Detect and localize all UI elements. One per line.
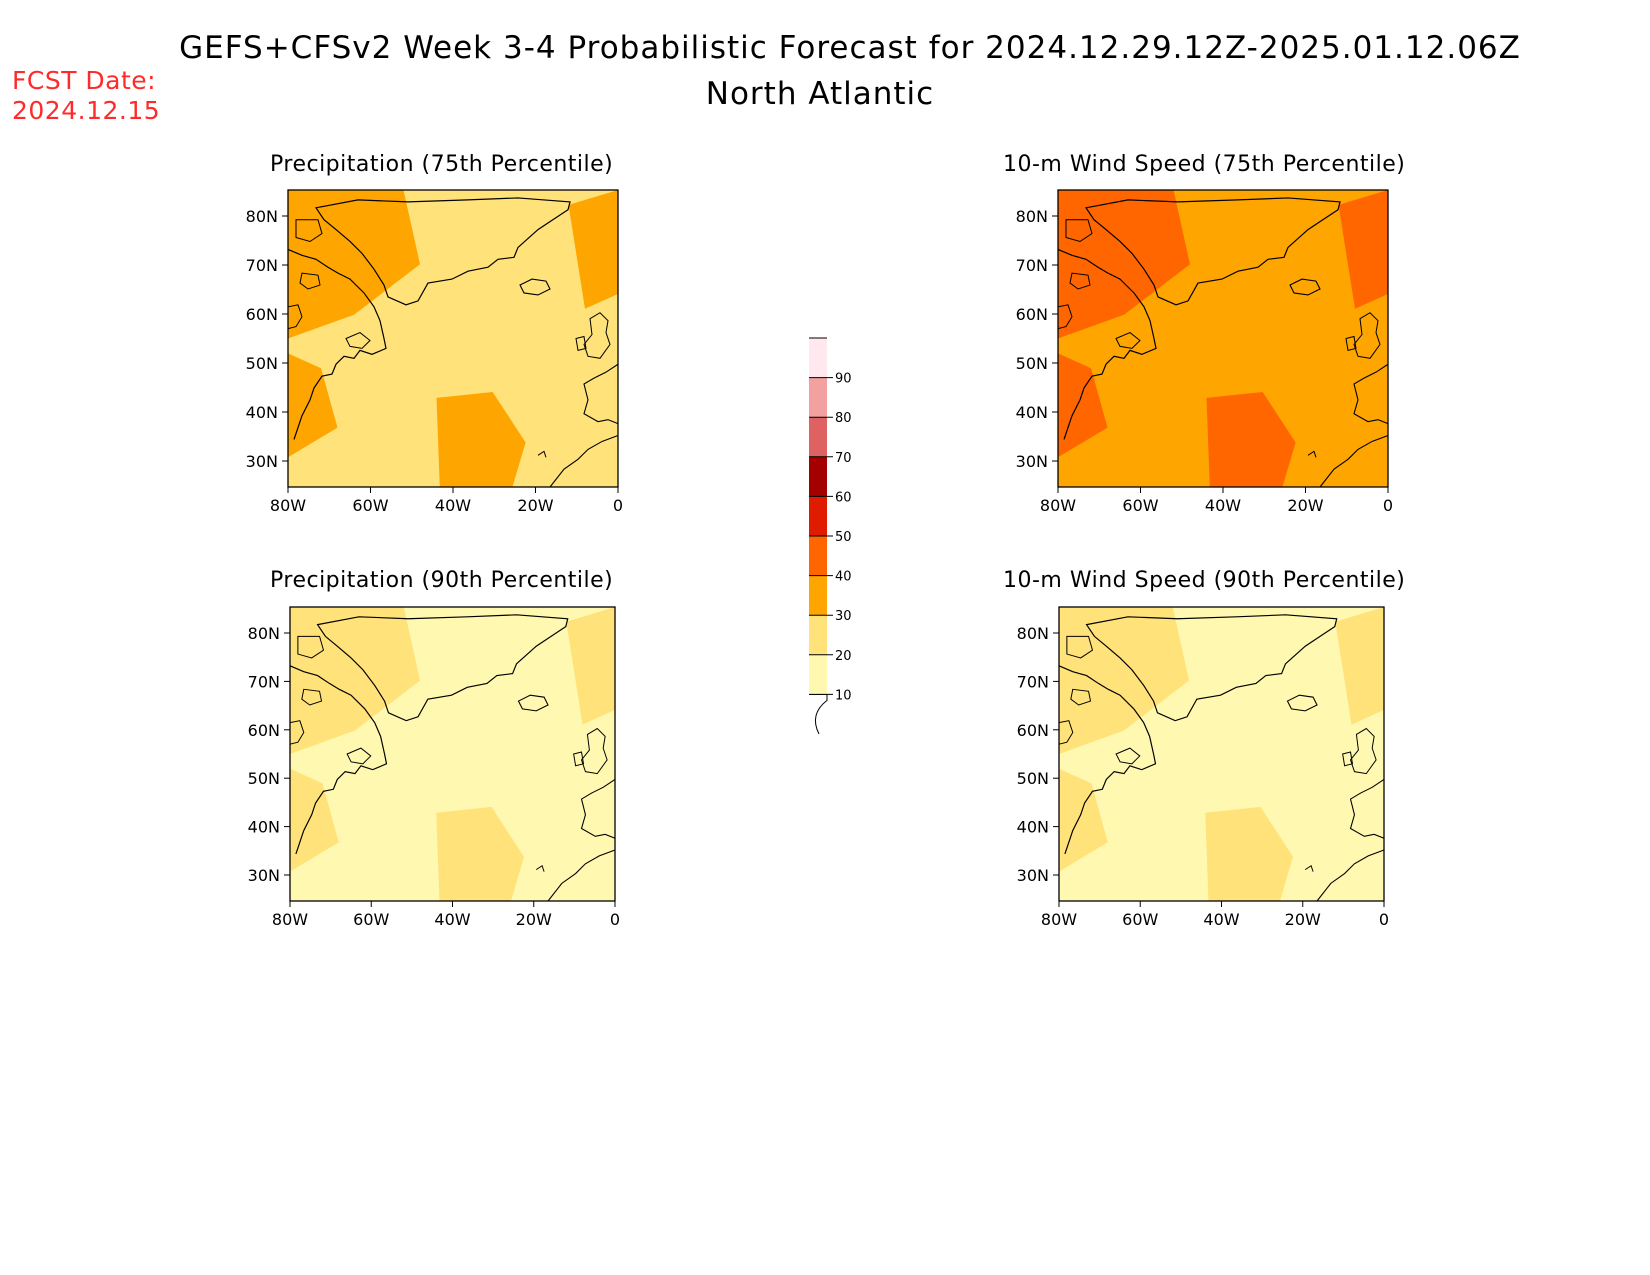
lat-tick-label: 60N [1016,305,1048,324]
colorbar-swatch [809,417,827,457]
colorbar-swatch [809,615,827,655]
lon-tick-label: 80W [272,910,308,929]
lat-tick-label: 80N [248,624,280,643]
panel-title-wind90: 10-m Wind Speed (90th Percentile) [1003,568,1406,593]
map-panel-precip75: 80N 70N 60N 50N 40N 30N 80W 60W 40W 20W 0 [246,189,623,515]
colorbar-swatch [809,456,827,497]
lat-tick-label: 30N [1017,866,1049,885]
lon-tick-label: 0 [613,496,623,515]
lat-tick-label: 70N [248,672,280,691]
map-contour-patch [1058,353,1108,458]
colorbar-label: 10 [835,688,852,703]
map-contour-patch [566,607,615,725]
lon-tick-label: 40W [1205,496,1241,515]
map-contour-patch [1059,607,1189,754]
lat-tick-label: 60N [248,721,280,740]
colorbar-swatch [809,496,827,536]
map-contour-patch [436,806,524,901]
colorbar-label: 80 [835,411,852,426]
lat-tick-label: 80N [1016,207,1048,226]
colorbar-legend: 10 20 30 40 50 60 70 80 90 [809,337,852,735]
lat-tick-label: 70N [246,256,278,275]
lon-tick-label: 60W [352,496,388,515]
lat-tick-label: 80N [1017,624,1049,643]
map-contour-patch [288,353,338,458]
lon-tick-label: 0 [1383,496,1393,515]
lat-tick-label: 70N [1017,672,1049,691]
colorbar-label: 40 [835,570,852,585]
lat-tick-label: 50N [248,769,280,788]
fcst-date-label: FCST Date: [12,66,157,95]
colorbar-swatch [809,338,827,378]
lon-tick-label: 40W [434,910,470,929]
map-panel-wind75: 80N 70N 60N 50N 40N 30N 80W 60W 40W 20W 0 [1016,189,1393,515]
panel-title-precip75: Precipitation (75th Percentile) [270,152,614,177]
map-contour-patch [1335,607,1384,725]
lon-tick-label: 80W [1040,496,1076,515]
colorbar-label: 60 [835,490,852,505]
colorbar-lower-end [809,693,828,735]
lat-tick-label: 50N [1016,354,1048,373]
map-contour-patch [1205,806,1293,901]
lon-tick-label: 20W [1287,496,1323,515]
colorbar-swatch [809,536,827,576]
map-panel-precip90: 80N 70N 60N 50N 40N 30N 80W 60W 40W 20W 0 [248,606,620,929]
lon-tick-label: 40W [435,496,471,515]
map-contour-patch [1058,190,1190,339]
colorbar-label: 20 [835,649,852,664]
colorbar-swatch [809,377,827,418]
map-contour-patch [1059,768,1108,872]
lon-tick-label: 0 [610,910,620,929]
colorbar-swatch [809,575,827,616]
lon-tick-label: 60W [1122,496,1158,515]
colorbar-label: 30 [835,609,852,624]
colorbar-swatch [809,654,827,695]
lon-tick-label: 40W [1203,910,1239,929]
map-contour-patch [290,768,339,872]
map-contour-patch [436,391,526,487]
lat-tick-label: 50N [246,354,278,373]
lat-tick-label: 60N [246,305,278,324]
lon-tick-label: 20W [1285,910,1321,929]
lat-tick-label: 60N [1017,721,1049,740]
lon-tick-label: 20W [516,910,552,929]
map-contour-patch [568,190,618,309]
map-panel-wind90: 80N 70N 60N 50N 40N 30N 80W 60W 40W 20W 0 [1017,606,1389,929]
main-title: GEFS+CFSv2 Week 3-4 Probabilistic Foreca… [179,30,1521,66]
map-contour-patch [288,190,420,339]
lon-tick-label: 80W [270,496,306,515]
lat-tick-label: 70N [1016,256,1048,275]
lon-tick-label: 60W [353,910,389,929]
colorbar-label: 50 [835,530,852,545]
map-contour-patch [1338,190,1388,309]
lon-tick-label: 20W [517,496,553,515]
lat-tick-label: 30N [246,452,278,471]
region-subtitle: North Atlantic [705,76,935,112]
panel-title-wind75: 10-m Wind Speed (75th Percentile) [1003,152,1406,177]
lat-tick-label: 40N [246,403,278,422]
lat-tick-label: 40N [1017,818,1049,837]
panel-title-precip90: Precipitation (90th Percentile) [270,568,614,593]
lat-tick-label: 50N [1017,769,1049,788]
lon-tick-label: 0 [1379,910,1389,929]
lon-tick-label: 80W [1041,910,1077,929]
lon-tick-label: 60W [1122,910,1158,929]
colorbar-label: 90 [835,372,852,387]
lat-tick-label: 30N [1016,452,1048,471]
lat-tick-label: 40N [1016,403,1048,422]
lat-tick-label: 80N [246,207,278,226]
colorbar-label: 70 [835,451,852,466]
lat-tick-label: 40N [248,818,280,837]
lat-tick-label: 30N [248,866,280,885]
map-contour-patch [290,607,420,754]
map-contour-patch [1206,391,1296,487]
fcst-date-value: 2024.12.15 [12,96,161,125]
